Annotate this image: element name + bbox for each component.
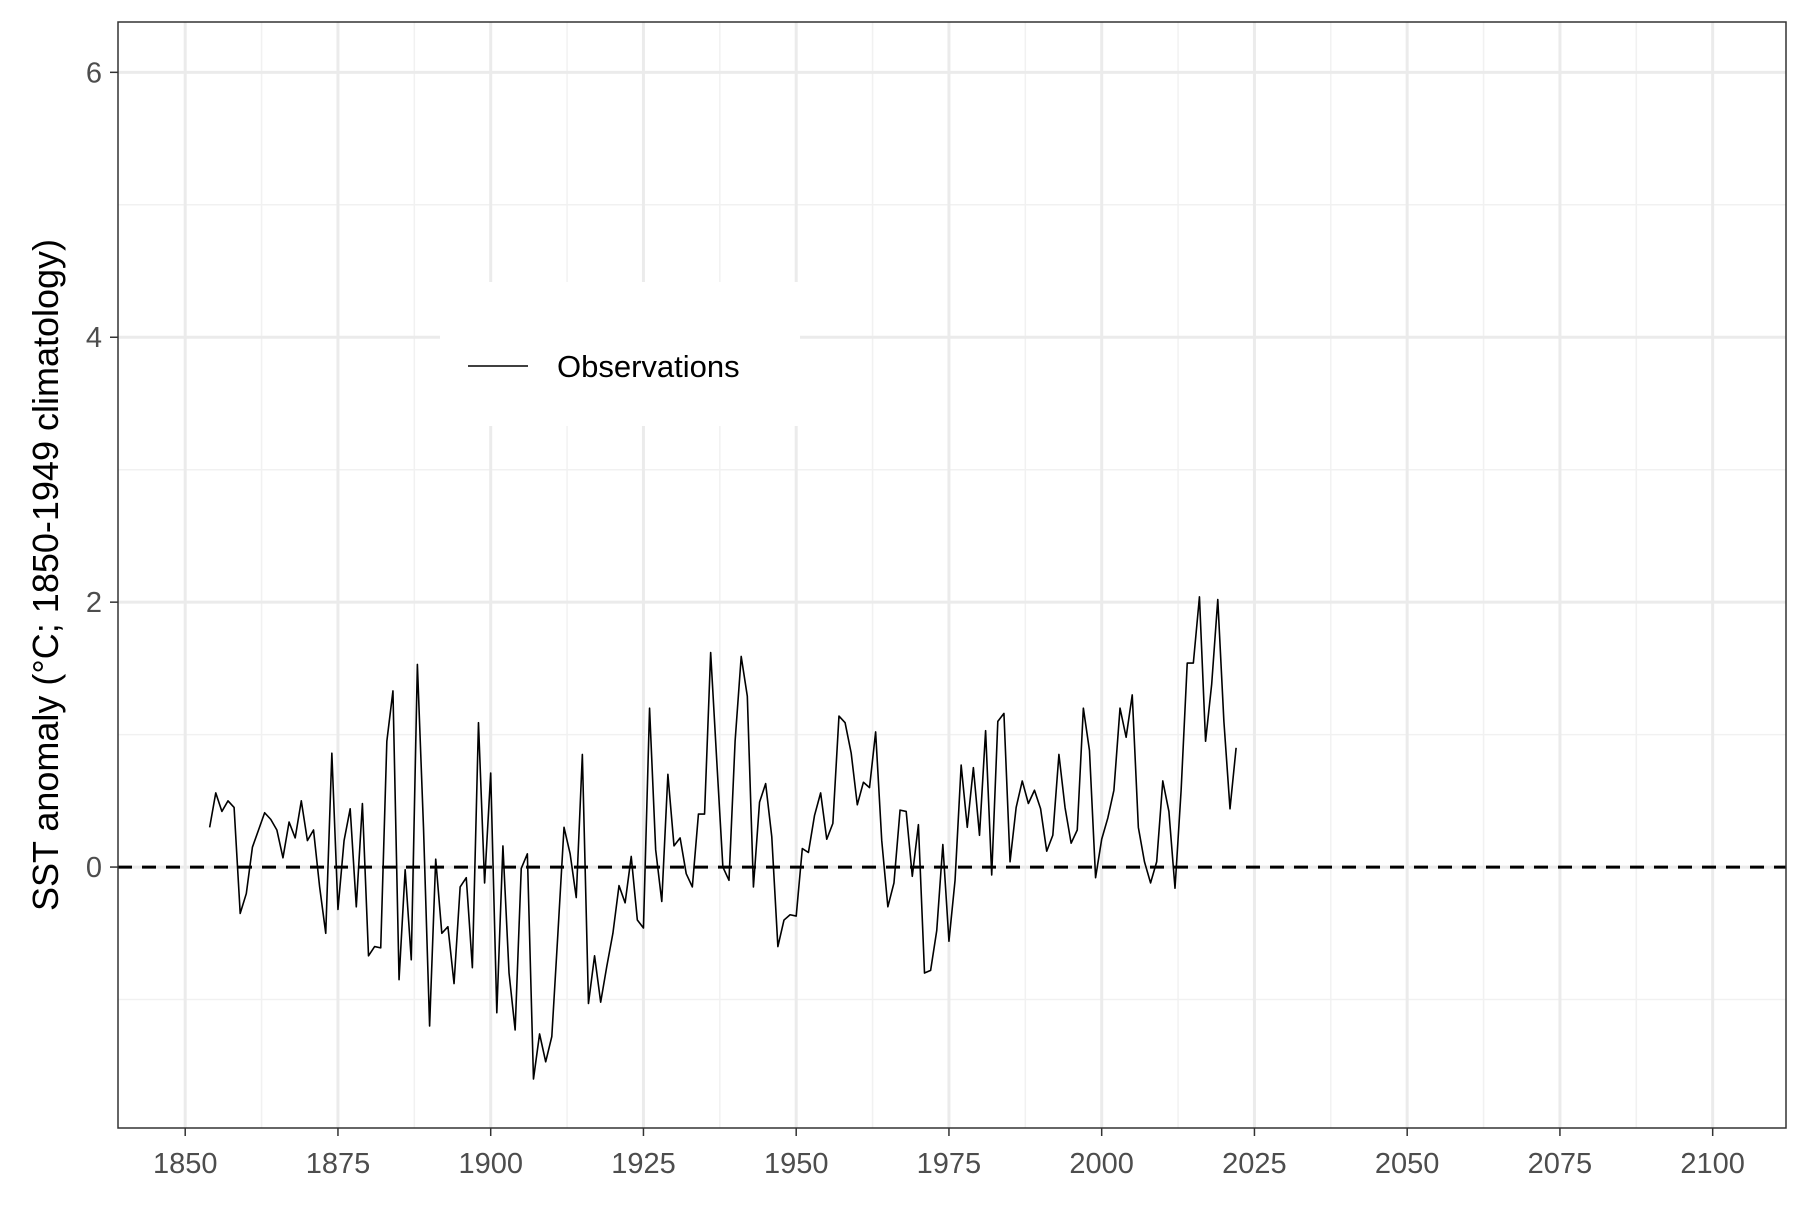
x-tick-label: 1975 <box>917 1148 982 1180</box>
x-tick-label: 1850 <box>153 1148 218 1180</box>
major-gridlines <box>118 22 1786 1128</box>
plot-panel-border <box>117 21 1787 1129</box>
x-tick-label: 1875 <box>306 1148 371 1180</box>
x-tick-label: 2050 <box>1375 1148 1440 1180</box>
y-axis: 0 2 4 6 <box>86 57 118 884</box>
y-axis-label: SST anomaly (°C; 1850-1949 climatology) <box>25 239 66 911</box>
observations-series-line <box>208 596 1237 1080</box>
y-tick-label: 0 <box>86 852 102 884</box>
minor-gridlines <box>118 22 1786 1128</box>
x-tick-label: 1950 <box>764 1148 829 1180</box>
x-tick-label: 1900 <box>458 1148 523 1180</box>
y-tick-label: 2 <box>86 587 102 619</box>
x-axis: 1850 1875 1900 1925 1950 1975 2000 2025 2050 2075… <box>153 1128 1745 1180</box>
x-tick-label: 1925 <box>611 1148 676 1180</box>
y-tick-label: 4 <box>86 322 102 354</box>
legend-label-observations: Observations <box>557 349 740 384</box>
x-tick-label: 2075 <box>1528 1148 1593 1180</box>
x-tick-label: 2025 <box>1222 1148 1287 1180</box>
legend-background <box>440 282 800 426</box>
legend: Observations <box>440 282 800 426</box>
x-tick-label: 2100 <box>1680 1148 1745 1180</box>
x-tick-label: 2000 <box>1069 1148 1134 1180</box>
y-tick-label: 6 <box>86 57 102 89</box>
